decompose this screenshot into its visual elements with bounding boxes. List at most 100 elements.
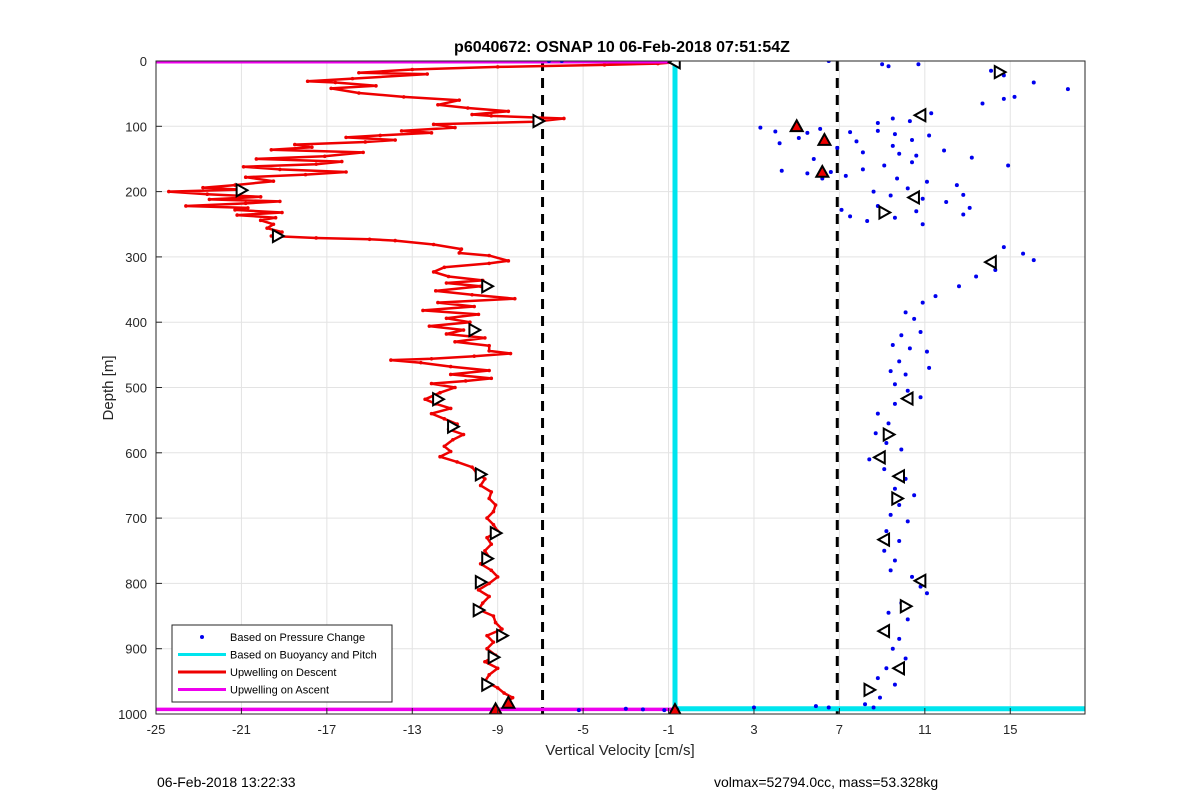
descent-point xyxy=(363,140,368,144)
descent-point xyxy=(562,116,566,121)
pressure-point xyxy=(905,519,910,524)
pressure-point xyxy=(888,193,893,198)
pressure-point xyxy=(860,167,865,172)
descent-marker xyxy=(488,701,503,714)
descent-point xyxy=(442,444,447,449)
descent-point xyxy=(485,633,489,638)
pressure-point xyxy=(899,333,904,338)
descent-marker xyxy=(468,322,483,338)
descent-point xyxy=(425,72,430,76)
descent-point xyxy=(258,218,263,223)
pressure-point xyxy=(899,447,904,452)
descent-point xyxy=(476,588,481,592)
pressure-point xyxy=(826,705,831,710)
descent-point xyxy=(438,390,442,395)
pressure-point xyxy=(929,111,934,116)
pressure-point xyxy=(924,349,929,354)
descent-point xyxy=(265,226,269,230)
descent-marker xyxy=(447,418,461,435)
pressure-marker xyxy=(816,131,833,146)
x-tick-label: -1 xyxy=(663,722,675,737)
pressure-marker xyxy=(982,254,997,270)
descent-point xyxy=(508,351,513,356)
pressure-point xyxy=(779,168,784,173)
descent-point xyxy=(314,236,318,240)
descent-point xyxy=(461,328,466,332)
descent-point xyxy=(438,454,442,459)
descent-point xyxy=(254,157,259,161)
pressure-point xyxy=(892,486,897,491)
descent-point xyxy=(436,102,440,107)
pressure-point xyxy=(576,708,581,713)
descent-point xyxy=(350,76,355,81)
descent-point xyxy=(433,289,438,293)
descent-point xyxy=(487,349,491,353)
descent-point xyxy=(243,201,248,206)
pressure-point xyxy=(892,558,897,563)
pressure-marker xyxy=(993,64,1008,80)
descent-point xyxy=(303,172,308,177)
descent-marker xyxy=(489,525,504,541)
pressure-point xyxy=(897,359,902,364)
pressure-point xyxy=(1031,258,1036,263)
pressure-point xyxy=(912,316,917,321)
series-layer xyxy=(156,61,1085,714)
pressure-point xyxy=(839,207,844,212)
pressure-point xyxy=(890,646,895,651)
pressure-marker xyxy=(882,426,897,443)
pressure-point xyxy=(920,222,925,227)
descent-point xyxy=(472,304,477,309)
pressure-point xyxy=(927,133,932,138)
legend-entry: Based on Pressure Change xyxy=(230,632,365,644)
x-tick-label: 15 xyxy=(1003,722,1017,737)
descent-point xyxy=(489,114,494,118)
descent-point xyxy=(495,65,500,69)
chart-title: p6040672: OSNAP 10 06-Feb-2018 07:51:54Z xyxy=(454,39,790,56)
descent-point xyxy=(271,222,276,227)
descent-point xyxy=(357,70,361,75)
legend-entry: Upwelling on Ascent xyxy=(230,685,329,697)
descent-point xyxy=(278,199,282,204)
descent-marker xyxy=(481,278,496,294)
descent-point xyxy=(493,620,498,625)
pressure-point xyxy=(905,388,910,393)
pressure-point xyxy=(914,209,919,214)
pressure-point xyxy=(912,493,917,498)
descent-point xyxy=(258,195,263,199)
descent-point xyxy=(444,316,449,321)
descent-point xyxy=(367,237,372,242)
descent-point xyxy=(487,253,491,258)
descent-point xyxy=(389,358,393,362)
descent-point xyxy=(491,509,496,514)
y-tick-label: 800 xyxy=(125,576,147,591)
pressure-point xyxy=(884,441,889,446)
descent-point xyxy=(502,691,506,695)
descent-point xyxy=(419,360,423,365)
descent-point xyxy=(485,646,489,651)
pressure-point xyxy=(813,704,818,709)
pressure-point xyxy=(1065,87,1070,92)
pressure-point xyxy=(903,310,908,315)
pressure-point xyxy=(888,369,893,374)
pressure-point xyxy=(910,138,915,143)
pressure-point xyxy=(956,284,961,289)
pressure-point xyxy=(884,666,889,671)
descent-point xyxy=(246,206,250,210)
pressure-point xyxy=(848,214,853,219)
pressure-marker xyxy=(788,118,805,133)
descent-point xyxy=(431,242,436,247)
pressure-point xyxy=(892,682,897,687)
pressure-point xyxy=(751,705,756,710)
descent-point xyxy=(314,162,318,166)
descent-point xyxy=(280,210,284,215)
pressure-point xyxy=(623,706,628,711)
pressure-point xyxy=(1001,245,1006,250)
descent-point xyxy=(489,542,494,547)
pressure-point xyxy=(918,329,923,334)
descent-point xyxy=(421,308,425,313)
descent-point xyxy=(455,460,459,464)
descent-point xyxy=(453,339,457,344)
pressure-point xyxy=(924,591,929,596)
descent-point xyxy=(483,336,487,340)
y-axis-label: Depth [m] xyxy=(100,355,117,420)
